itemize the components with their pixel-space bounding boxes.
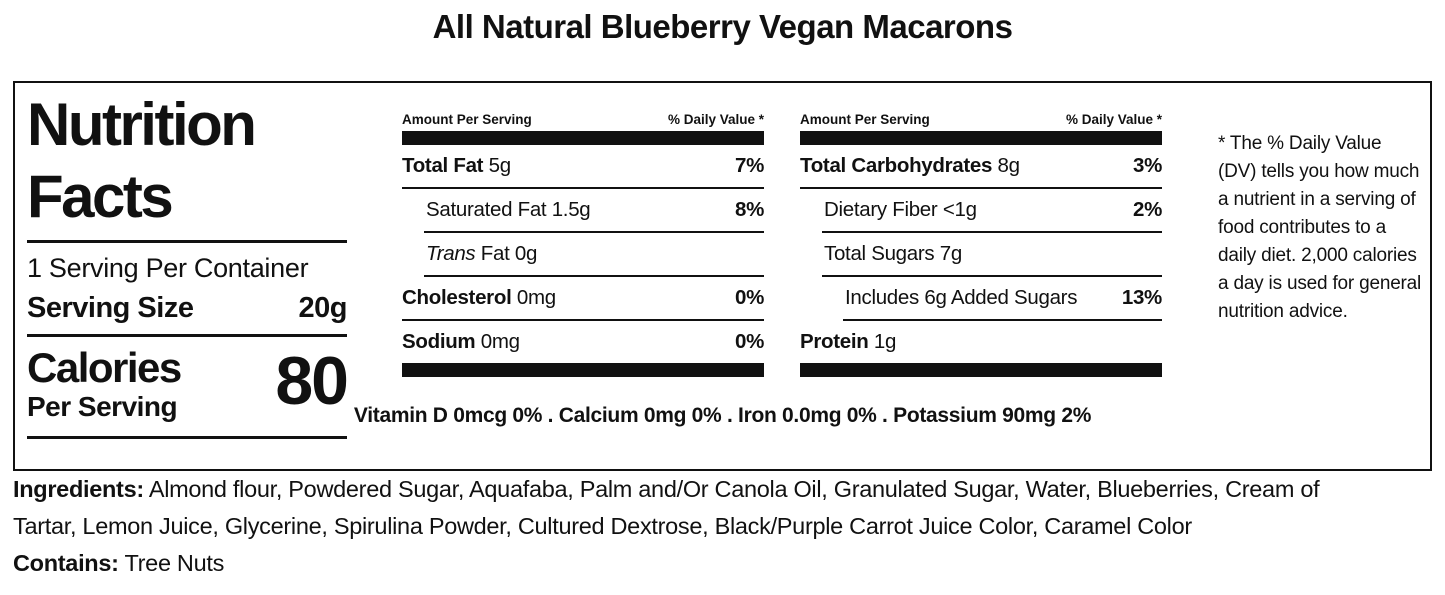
servings-per-container: 1 Serving Per Container — [27, 253, 309, 283]
nutrient-name: Trans Fat 0g — [426, 242, 538, 265]
nutrient-name: Sodium 0mg — [402, 330, 520, 353]
calories-sublabel: Per Serving — [27, 391, 178, 422]
nutrient-name: Total Sugars 7g — [824, 242, 962, 265]
ingredients-label: Ingredients: — [13, 476, 144, 502]
nutrient-name: Dietary Fiber <1g — [824, 198, 977, 221]
nutrient-row-sodium: Sodium 0mg 0% — [402, 321, 764, 363]
calories-labels: Calories Per Serving — [27, 344, 182, 423]
separator — [822, 231, 1162, 233]
calories-label: Calories — [27, 344, 182, 391]
calories-value: 80 — [275, 343, 349, 419]
separator — [424, 231, 764, 233]
nutrition-facts-heading: Nutrition Facts — [27, 91, 257, 230]
daily-value-footnote: * The % Daily Value (DV) tells you how m… — [1218, 133, 1422, 322]
serving-size-label: Serving Size — [27, 292, 194, 324]
separator — [402, 319, 764, 321]
separator — [843, 319, 1162, 321]
serving-size-row: Serving Size 20g — [27, 292, 348, 325]
carbohydrate-panel: Amount Per Serving % Daily Value * Total… — [800, 112, 1162, 377]
nutrient-row-saturated-fat: Saturated Fat 1.5g 8% — [402, 189, 764, 231]
ingredients-line-1: Ingredients: Almond flour, Powdered Suga… — [13, 476, 1443, 503]
contains-text: Tree Nuts — [118, 550, 225, 576]
contains-label: Contains: — [13, 550, 119, 576]
nutrient-row-trans-fat: Trans Fat 0g — [402, 233, 764, 275]
separator — [822, 275, 1162, 277]
amount-per-serving-label: Amount Per Serving — [800, 112, 930, 127]
ingredients-text-2: Tartar, Lemon Juice, Glycerine, Spirulin… — [13, 513, 1192, 539]
amount-per-serving-label: Amount Per Serving — [402, 112, 532, 127]
panel-header: Amount Per Serving % Daily Value * — [402, 112, 764, 131]
nutrient-name: Cholesterol 0mg — [402, 286, 556, 309]
nutrient-name: Total Carbohydrates 8g — [800, 154, 1020, 177]
daily-value-label: % Daily Value * — [667, 112, 764, 127]
nutrition-facts-panel: Nutrition Facts 1 Serving Per Container … — [13, 81, 1432, 471]
nutrient-name: Includes 6g Added Sugars — [845, 286, 1078, 309]
nutrient-dv: 2% — [1132, 198, 1162, 221]
thick-divider — [800, 131, 1162, 145]
nutrient-name: Total Fat 5g — [402, 154, 511, 177]
nutrient-row-added-sugars: Includes 6g Added Sugars 13% — [800, 277, 1162, 319]
nutrient-name: Protein 1g — [800, 330, 897, 353]
ingredients-line-2: Tartar, Lemon Juice, Glycerine, Spirulin… — [13, 513, 1443, 540]
nutrient-row-total-carbohydrates: Total Carbohydrates 8g 3% — [800, 145, 1162, 187]
nutrient-dv: 7% — [734, 154, 764, 177]
serving-size-value: 20g — [298, 292, 348, 324]
nutrient-dv: 0% — [734, 330, 764, 353]
page-title: All Natural Blueberry Vegan Macarons — [432, 8, 1013, 45]
daily-value-label: % Daily Value * — [1065, 112, 1162, 127]
nutrient-dv: 0% — [734, 286, 764, 309]
fat-panel: Amount Per Serving % Daily Value * Total… — [402, 112, 764, 377]
contains-line: Contains: Tree Nuts — [13, 550, 1443, 577]
nutrient-dv: 13% — [1121, 286, 1162, 309]
separator — [800, 187, 1162, 189]
nutrient-name: Saturated Fat 1.5g — [426, 198, 591, 221]
nutrient-row-cholesterol: Cholesterol 0mg 0% — [402, 277, 764, 319]
separator — [27, 240, 347, 243]
thick-divider — [402, 131, 764, 145]
thick-divider — [800, 363, 1162, 377]
thick-divider — [402, 363, 764, 377]
calories-row: Calories Per Serving 80 — [27, 343, 349, 423]
micronutrients-line: Vitamin D 0mcg 0% . Calcium 0mg 0% . Iro… — [353, 404, 1092, 427]
nutrient-row-protein: Protein 1g — [800, 321, 1162, 363]
separator — [402, 187, 764, 189]
panel-header: Amount Per Serving % Daily Value * — [800, 112, 1162, 131]
nutrient-row-total-sugars: Total Sugars 7g — [800, 233, 1162, 275]
nutrient-dv: 3% — [1132, 154, 1162, 177]
nutrient-row-dietary-fiber: Dietary Fiber <1g 2% — [800, 189, 1162, 231]
label-summary-column: Nutrition Facts 1 Serving Per Container … — [27, 89, 349, 439]
separator — [27, 436, 347, 439]
ingredients-text-1: Almond flour, Powdered Sugar, Aquafaba, … — [143, 476, 1320, 502]
separator — [27, 334, 347, 337]
nutrient-row-total-fat: Total Fat 5g 7% — [402, 145, 764, 187]
nutrient-dv: 8% — [734, 198, 764, 221]
separator — [424, 275, 764, 277]
